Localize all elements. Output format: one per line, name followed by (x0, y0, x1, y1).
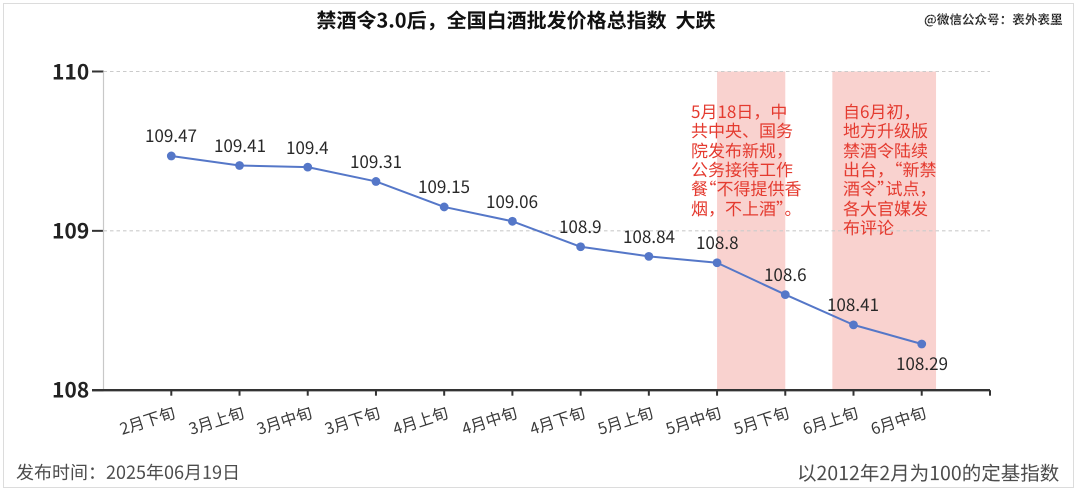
annotation-line (690, 103, 802, 122)
data-point-label (827, 296, 879, 313)
annotation-line (691, 122, 802, 141)
data-point-label (764, 266, 807, 283)
chart-frame-border (3, 3, 1074, 488)
annotation-policy-may18 (690, 103, 802, 219)
x-axis-label (118, 404, 177, 437)
data-point-label (350, 153, 402, 170)
x-axis-label (459, 404, 518, 437)
x-axis-label (732, 404, 791, 437)
x-axis-label (391, 404, 450, 437)
y-axis-label (52, 61, 89, 82)
data-point-label (145, 127, 197, 144)
publish-date-label (16, 463, 240, 481)
annotation-line (843, 180, 937, 199)
annotation-line (843, 103, 937, 122)
annotation-line (843, 219, 937, 238)
data-point-label (896, 355, 948, 372)
data-point-label (214, 137, 266, 154)
annotation-line (691, 142, 802, 161)
data-point-label (559, 218, 602, 235)
y-axis-label (52, 220, 89, 241)
x-axis-label (323, 404, 382, 437)
annotation-line (691, 161, 802, 180)
x-axis-label (664, 404, 723, 437)
data-point-label (696, 234, 739, 251)
data-point-label (418, 178, 470, 195)
annotation-line (843, 161, 937, 180)
x-axis-label (800, 404, 859, 437)
annotation-line (691, 180, 802, 199)
x-axis-label (528, 404, 587, 437)
watermark-text (924, 12, 1063, 26)
annotation-line (843, 200, 937, 219)
chart-title (316, 9, 716, 30)
x-axis-label (186, 404, 245, 437)
annotation-line (691, 200, 802, 219)
annotation-policy-june (843, 103, 937, 238)
y-axis-label (52, 379, 89, 400)
data-point-label (286, 139, 329, 156)
x-axis-label (255, 404, 314, 437)
annotation-line (843, 142, 937, 161)
data-point-label (486, 193, 538, 210)
index-base-note (797, 463, 1059, 483)
annotation-line (843, 122, 937, 141)
x-axis-label (596, 404, 655, 437)
x-axis-label (869, 404, 928, 437)
data-point-label (623, 228, 675, 245)
